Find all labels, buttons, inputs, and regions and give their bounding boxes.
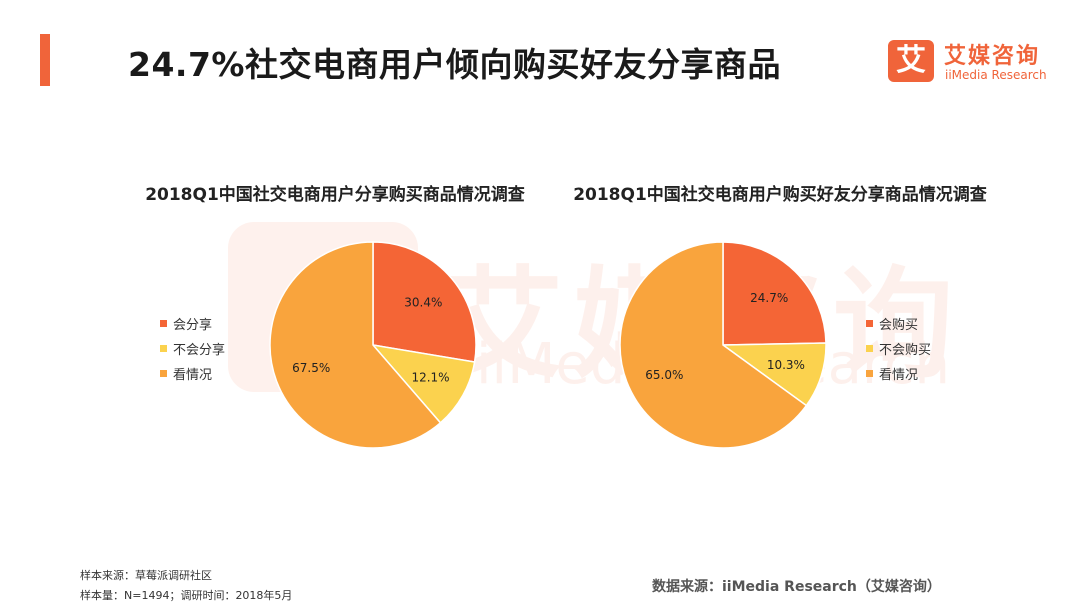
legend-item: 会购买 — [866, 311, 931, 336]
pie-chart-share: 30.4% 12.1% 67.5% — [269, 241, 477, 449]
legend-swatch — [160, 345, 167, 352]
pie-slice-0 — [722, 241, 827, 346]
legend-label: 看情况 — [173, 368, 213, 383]
legend-swatch — [866, 320, 873, 327]
legend-item: 看情况 — [160, 361, 225, 386]
brand-logo: 艾 艾媒咨询 iiMedia Research — [888, 38, 1068, 84]
legend-label: 看情况 — [879, 368, 919, 383]
pie-slice-2 — [619, 241, 808, 449]
legend-label: 不会购买 — [879, 343, 932, 358]
pie-data-label: 65.0% — [645, 368, 683, 382]
logo-english-name: iiMedia Research — [945, 68, 1047, 82]
pie-slice-2 — [269, 241, 442, 449]
logo-name: 艾媒咨询 — [944, 44, 1041, 69]
legend-label: 会购买 — [879, 318, 919, 333]
pie-slice-0 — [372, 241, 477, 363]
footnote-sample-source: 样本来源：草莓派调研社区 — [80, 569, 212, 582]
chart-title-share: 2018Q1中国社交电商用户分享购买商品情况调查 — [145, 185, 525, 205]
page-title: 24.7%社交电商用户倾向购买好友分享商品 — [128, 45, 781, 84]
legend-item: 不会分享 — [160, 336, 225, 361]
data-source: 数据来源：iiMedia Research（艾媒咨询） — [652, 579, 941, 595]
legend-swatch — [160, 320, 167, 327]
logo-mark-icon: 艾 — [888, 40, 934, 82]
pie-data-label: 24.7% — [750, 291, 788, 305]
footnote-sample-size: 样本量：N=1494；调研时间：2018年5月 — [80, 589, 293, 602]
legend-swatch — [866, 345, 873, 352]
chart-title-buy: 2018Q1中国社交电商用户购买好友分享商品情况调查 — [573, 185, 987, 205]
pie-data-label: 30.4% — [404, 295, 442, 309]
legend-swatch — [160, 370, 167, 377]
pie-data-label: 10.3% — [767, 358, 805, 372]
legend-item: 会分享 — [160, 311, 225, 336]
pie-chart-buy: 24.7% 10.3% 65.0% — [619, 241, 827, 449]
legend-share: 会分享 不会分享 看情况 — [160, 311, 225, 386]
legend-swatch — [866, 370, 873, 377]
title-accent-bar — [40, 34, 50, 86]
pie-data-label: 12.1% — [411, 370, 449, 384]
pie-data-label: 67.5% — [292, 361, 330, 375]
legend-label: 会分享 — [173, 318, 213, 333]
pie-slice-1 — [371, 343, 476, 424]
legend-buy: 会购买 不会购买 看情况 — [866, 311, 931, 386]
legend-item: 看情况 — [866, 361, 931, 386]
legend-item: 不会购买 — [866, 336, 931, 361]
legend-label: 不会分享 — [173, 343, 226, 358]
